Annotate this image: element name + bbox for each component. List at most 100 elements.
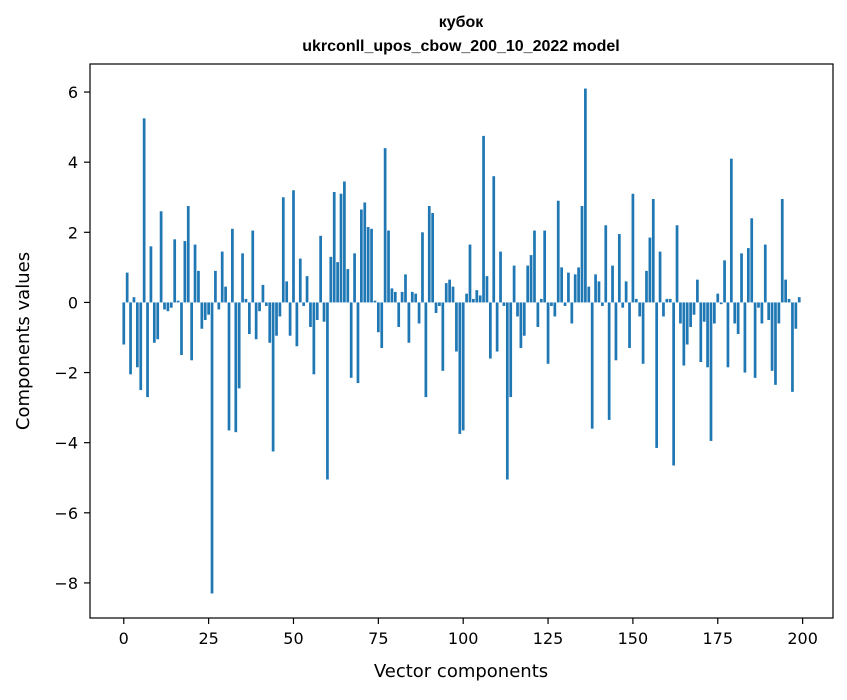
bar [573,274,577,303]
bar [624,281,628,303]
x-tick-label: 175 [702,629,733,648]
bar [343,181,346,303]
bar [448,279,451,303]
bar [740,253,743,303]
bar [360,209,363,303]
bar [383,148,387,303]
bar [444,283,448,303]
bar [278,302,282,317]
bar [152,302,156,343]
bar [264,302,268,306]
bar [149,246,153,303]
bar [410,291,414,303]
bar [135,302,139,368]
bar [522,302,526,336]
bar [685,302,689,345]
bar [580,206,584,303]
bar [173,239,177,303]
bar [590,302,594,429]
bar [533,230,536,303]
bar [472,298,475,303]
bar [597,281,601,303]
bar [689,302,692,327]
bar [729,158,733,303]
bar [682,302,686,366]
bar [139,302,143,391]
bar [302,302,306,306]
bar [492,176,496,303]
bar [692,302,696,315]
bar [298,258,302,303]
bar [288,302,292,336]
bar [478,295,482,303]
y-tick-label: −4 [54,434,78,453]
bar [556,200,560,303]
bar [193,244,197,303]
bar [271,302,275,452]
bar [529,255,533,303]
bar [370,228,373,303]
bar [658,251,662,303]
y-axis-ticks: −8 −6 −4 −2 0 2 4 6 [54,83,90,593]
bar [482,135,485,303]
bar [251,230,255,303]
bar [458,302,462,434]
bar [227,302,231,431]
bar [794,302,798,329]
bar [787,298,791,303]
bar [594,274,597,303]
bar [254,302,258,340]
bar [726,302,730,368]
bar [132,297,136,303]
bar [285,281,289,303]
bar [366,227,370,303]
bar [519,302,523,349]
bar [672,302,675,466]
bar [546,302,550,364]
bar [421,232,424,303]
bar [414,293,418,303]
bar [319,235,322,303]
bar [662,302,665,317]
bar [431,213,435,303]
bar [780,198,784,303]
bar [475,290,479,303]
bar [468,244,472,303]
x-axis-ticks: 0 25 50 75 100 125 150 175 200 [119,618,818,648]
bar [543,230,547,303]
bar [336,262,339,303]
x-tick-label: 25 [198,629,218,648]
bar [197,270,200,303]
bar [166,302,170,312]
bar [424,302,428,398]
bar [699,302,703,363]
y-tick-label: 2 [68,223,78,242]
bar [488,302,492,359]
y-axis-label: Components values [13,252,34,430]
bar [129,302,132,375]
bar [550,302,553,306]
bar [363,202,367,303]
bar [709,302,713,441]
bar [214,270,217,303]
bar [634,298,638,303]
bar [679,302,682,324]
bar [156,302,160,340]
bar [628,302,631,349]
bar [427,206,431,303]
bar [509,302,513,398]
bar [142,118,146,303]
bar [176,300,180,303]
bar [224,286,227,303]
bar [203,302,207,320]
bar [763,244,767,303]
bar [675,225,679,303]
y-tick-label: 6 [68,83,78,102]
bar [553,302,557,317]
bar [536,302,540,327]
bar [560,267,563,303]
bar [244,298,248,303]
bar [441,302,445,371]
